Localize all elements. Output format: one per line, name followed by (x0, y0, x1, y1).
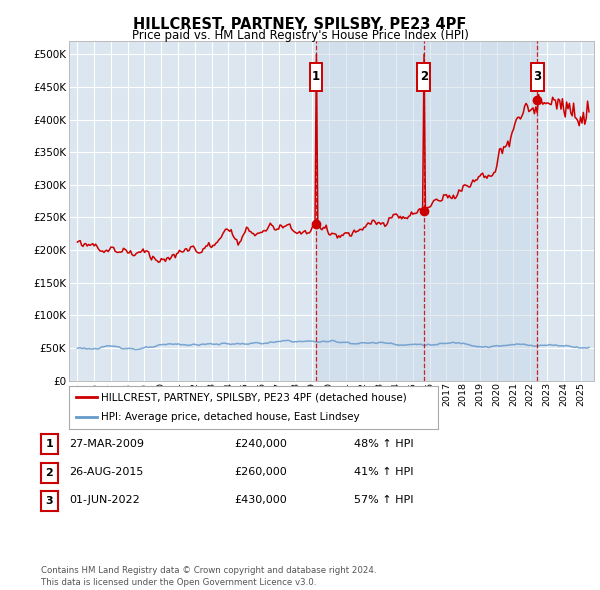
Text: 1: 1 (312, 70, 320, 83)
Text: £260,000: £260,000 (234, 467, 287, 477)
Text: HILLCREST, PARTNEY, SPILSBY, PE23 4PF: HILLCREST, PARTNEY, SPILSBY, PE23 4PF (133, 17, 467, 31)
Bar (316, 41, 538, 381)
FancyBboxPatch shape (418, 63, 430, 91)
Text: 1: 1 (46, 440, 53, 449)
Text: Contains HM Land Registry data © Crown copyright and database right 2024.
This d: Contains HM Land Registry data © Crown c… (41, 566, 376, 587)
Text: 41% ↑ HPI: 41% ↑ HPI (354, 467, 413, 477)
Text: 2: 2 (419, 70, 428, 83)
Text: 48% ↑ HPI: 48% ↑ HPI (354, 439, 413, 448)
Text: 27-MAR-2009: 27-MAR-2009 (69, 439, 144, 448)
Text: HILLCREST, PARTNEY, SPILSBY, PE23 4PF (detached house): HILLCREST, PARTNEY, SPILSBY, PE23 4PF (d… (101, 392, 407, 402)
Text: 3: 3 (46, 496, 53, 506)
Text: 26-AUG-2015: 26-AUG-2015 (69, 467, 143, 477)
Text: £240,000: £240,000 (234, 439, 287, 448)
FancyBboxPatch shape (531, 63, 544, 91)
Text: 2: 2 (46, 468, 53, 477)
Text: 01-JUN-2022: 01-JUN-2022 (69, 496, 140, 505)
Text: 57% ↑ HPI: 57% ↑ HPI (354, 496, 413, 505)
Text: 3: 3 (533, 70, 541, 83)
Text: £430,000: £430,000 (234, 496, 287, 505)
FancyBboxPatch shape (310, 63, 322, 91)
Text: Price paid vs. HM Land Registry's House Price Index (HPI): Price paid vs. HM Land Registry's House … (131, 30, 469, 42)
Text: HPI: Average price, detached house, East Lindsey: HPI: Average price, detached house, East… (101, 412, 360, 422)
